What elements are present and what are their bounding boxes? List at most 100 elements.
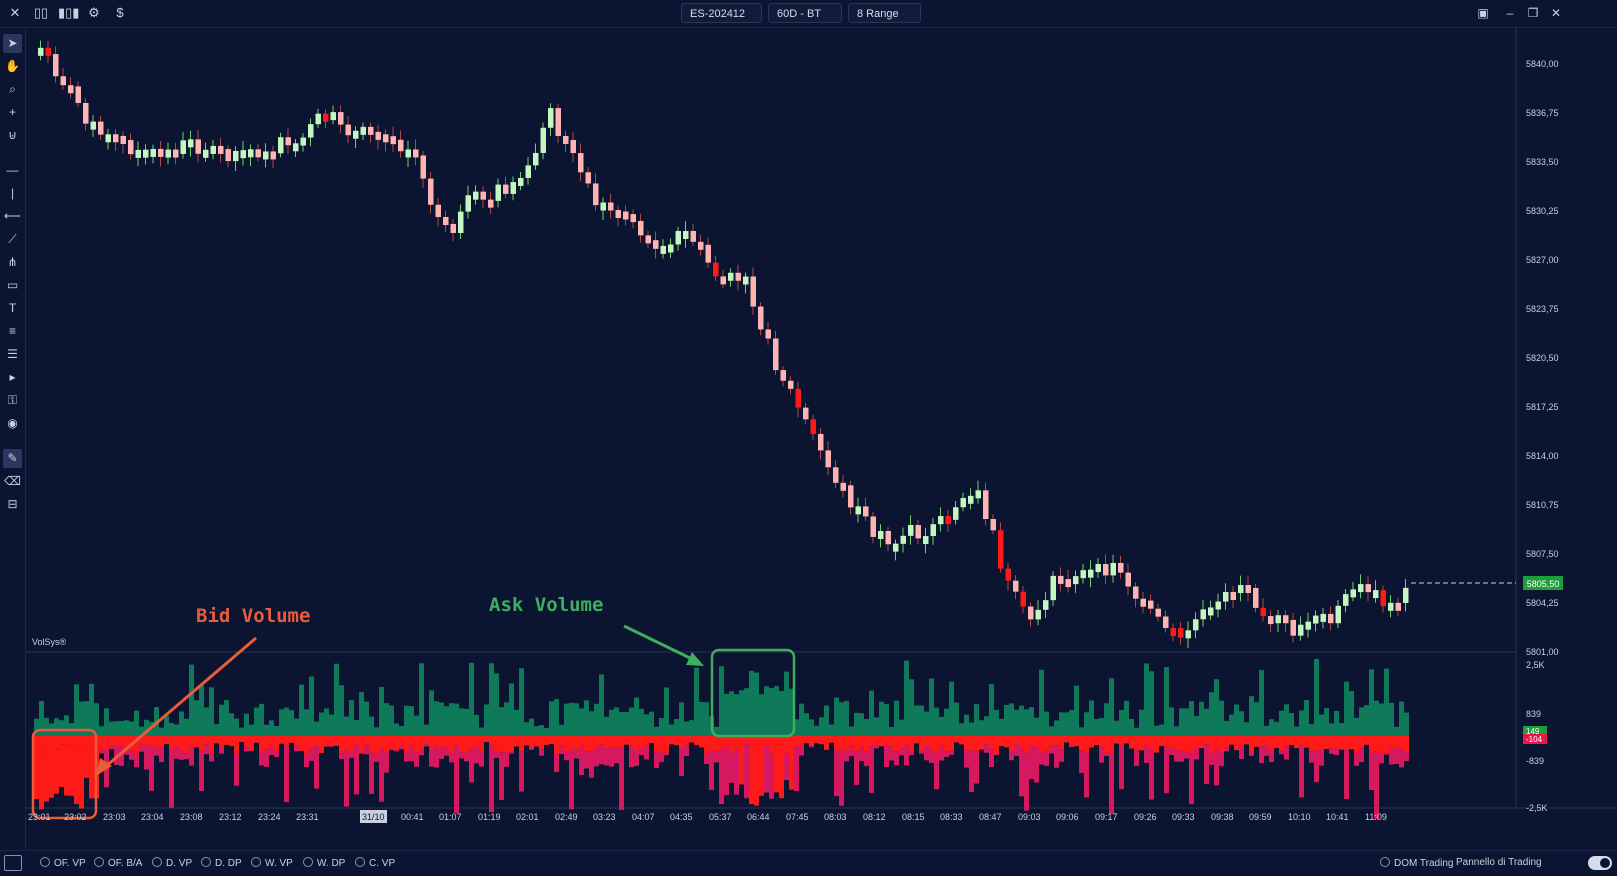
candle (833, 467, 839, 483)
bid-volume-bar (709, 736, 714, 750)
bid-volume-bar (74, 736, 79, 750)
tab-w-dp[interactable]: W. DP (303, 857, 345, 869)
price-chart[interactable]: 5805,50 5840,00 5836,75 5833,50 5830,25 … (26, 28, 1617, 850)
bid-volume-bar (324, 736, 329, 747)
candle (526, 165, 532, 178)
fib-icon[interactable]: ≡ (3, 322, 22, 341)
ask-volume-bar (1089, 700, 1094, 736)
time-tick: 10:10 (1288, 812, 1311, 822)
pitchfork-icon[interactable]: ⋔ (3, 253, 22, 272)
tab-of-ba[interactable]: OF. B/A (94, 857, 142, 869)
restore-icon[interactable]: ❐ (1523, 4, 1543, 22)
bid-volume-bar (579, 745, 584, 775)
ask-volume-bar (1204, 709, 1209, 736)
minimize-icon[interactable]: – (1500, 4, 1520, 22)
crosshair-icon[interactable]: + (3, 103, 22, 122)
horizontal-line-icon[interactable]: — (3, 161, 22, 180)
candle (841, 483, 847, 491)
play-icon[interactable]: ▸ (3, 368, 22, 387)
ask-volume-bar (89, 684, 94, 736)
dom-trading-option[interactable]: DOM Trading (1380, 857, 1453, 869)
bid-volume-bar (304, 753, 309, 767)
magnet-icon[interactable]: ⊍ (3, 126, 22, 145)
pointer-icon[interactable]: ➤ (3, 34, 22, 53)
candle (143, 150, 149, 158)
bid-volume-bar (1224, 736, 1229, 748)
bid-volume-bar (1034, 736, 1039, 747)
tab-of-vp[interactable]: OF. VP (40, 857, 86, 869)
tab-d-dp[interactable]: D. DP (201, 857, 242, 869)
tab-d-vp[interactable]: D. VP (152, 857, 192, 869)
bid-volume-bar (59, 736, 64, 744)
ask-volume-bar (494, 673, 499, 736)
channel-icon[interactable]: ☰ (3, 345, 22, 364)
candle (263, 151, 269, 159)
brush-icon[interactable]: ✎ (3, 449, 22, 468)
bid-volume-bar (584, 736, 589, 751)
bid-volume-bar (564, 736, 569, 752)
layout-icon[interactable]: ▣ (1473, 4, 1493, 22)
text-icon[interactable]: T (3, 299, 22, 318)
bid-volume-bar (764, 736, 769, 746)
vertical-line-icon[interactable]: | (3, 184, 22, 203)
candle (893, 544, 899, 552)
gear-icon[interactable]: ⚙ (85, 4, 103, 22)
tab-label: OF. B/A (108, 858, 142, 869)
window-close-icon[interactable]: ✕ (1546, 4, 1566, 22)
ask-volume-bar (609, 710, 614, 736)
eraser-icon[interactable]: ⌫ (3, 472, 22, 491)
bid-volume-bar (84, 746, 89, 778)
ask-volume-bar (204, 707, 209, 736)
bid-volume-bar (534, 736, 539, 746)
ask-volume-bar (304, 709, 309, 736)
ask-volume-bar (799, 704, 804, 736)
bid-volume-bar (44, 753, 49, 802)
candle (361, 127, 367, 135)
panel-toggle-icon[interactable] (4, 855, 22, 871)
rectangle-icon[interactable]: ▭ (3, 276, 22, 295)
trend-line-icon[interactable]: ⟋ (3, 230, 22, 249)
candle (158, 149, 164, 157)
bid-volume-bar (1144, 736, 1149, 746)
ray-icon[interactable]: ⟵ (3, 207, 22, 226)
bid-volume-bar (1134, 748, 1139, 765)
bid-volume-bar (1114, 736, 1119, 744)
lock-settings-icon[interactable]: ⚿ (3, 391, 22, 410)
time-tick: 01:19 (478, 812, 501, 822)
candle (248, 149, 254, 157)
symbol-dropdown[interactable]: ES-202412 (681, 3, 762, 23)
range-dropdown[interactable]: 8 Range (848, 3, 921, 23)
bid-volume-bar (1334, 748, 1339, 755)
timeframe-dropdown[interactable]: 60D - BT (768, 3, 842, 23)
close-icon[interactable]: ✕ (6, 4, 24, 22)
ask-volume-bar (659, 718, 664, 736)
candle (578, 153, 584, 172)
bid-volume-bar (794, 747, 799, 791)
tab-c-vp[interactable]: C. VP (355, 857, 395, 869)
ask-volume-bar (824, 705, 829, 736)
ask-volume-bar (254, 708, 259, 736)
candles-icon[interactable]: ▯▯ (32, 4, 50, 22)
ask-volume-bar (1209, 692, 1214, 736)
bid-volume-bar (814, 736, 819, 743)
visibility-icon[interactable]: ◉ (3, 414, 22, 433)
ask-volume-bar (739, 690, 744, 736)
pannello-toggle[interactable] (1588, 856, 1612, 870)
dollar-icon[interactable]: $ (111, 4, 129, 22)
ask-volume-bar (629, 708, 634, 736)
ask-volume-bar (424, 725, 429, 736)
bar-chart-icon[interactable]: ▮▯▮ (58, 4, 76, 22)
candle (128, 140, 134, 154)
delete-all-icon[interactable]: ⊟ (3, 495, 22, 514)
bid-volume-bar (364, 736, 369, 745)
hand-icon[interactable]: ✋ (3, 57, 22, 76)
bid-volume-bar (1189, 736, 1194, 754)
ask-volume-bar (54, 718, 59, 736)
candle (91, 122, 97, 130)
ask-volume-bar (594, 704, 599, 736)
bid-volume-bar (1039, 736, 1044, 753)
tab-w-vp[interactable]: W. VP (251, 857, 293, 869)
bid-volume-bar (574, 736, 579, 750)
candle (1231, 592, 1237, 600)
zoom-icon[interactable]: ⌕ (3, 80, 22, 99)
